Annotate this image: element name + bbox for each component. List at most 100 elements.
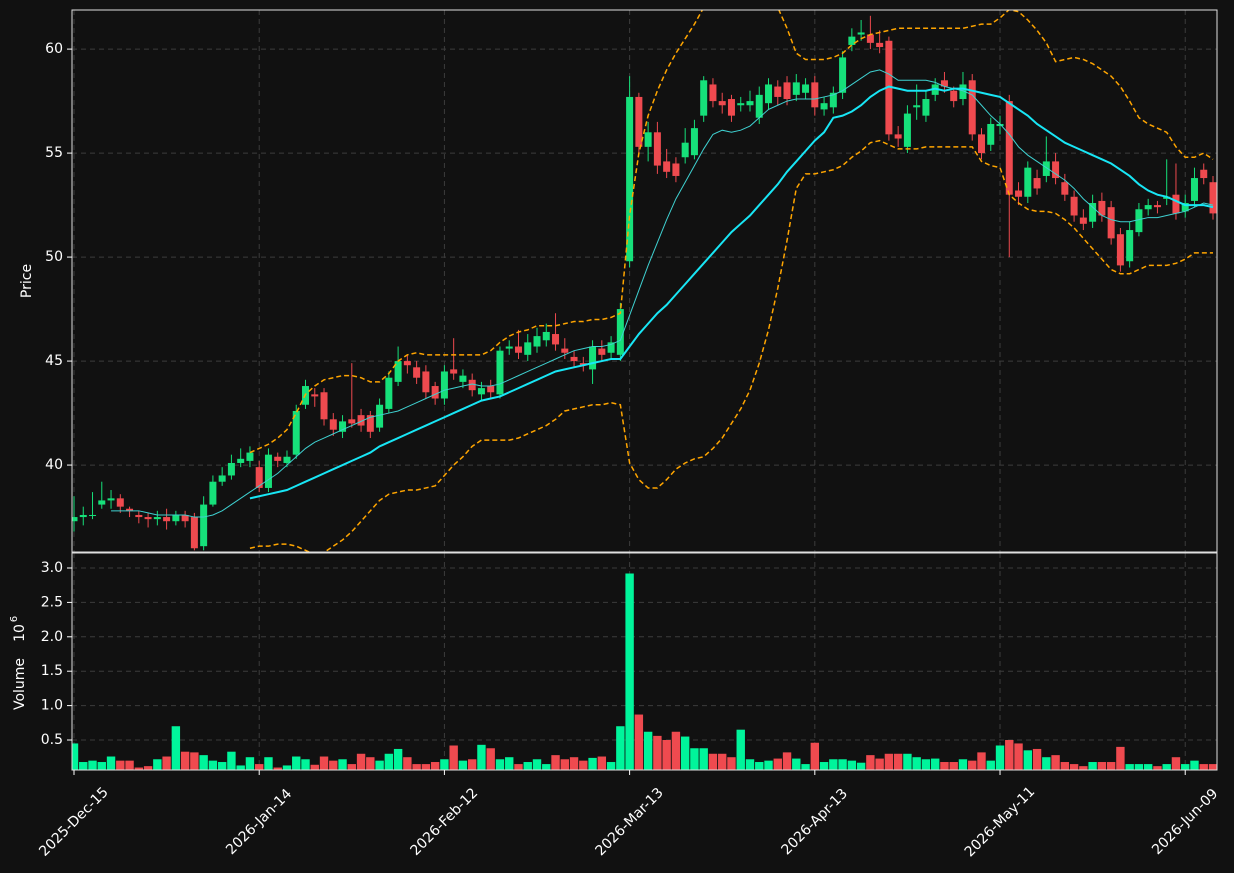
candle-body (635, 96, 643, 147)
candle-body (264, 454, 272, 488)
volume-bar (199, 755, 208, 770)
candle-body (561, 348, 569, 353)
price-frame (71, 9, 1218, 553)
candle-body (552, 334, 560, 345)
volume-panel (72, 573, 1217, 770)
volume-bar (829, 759, 838, 770)
candle-body (1079, 217, 1087, 224)
candle-body (357, 415, 365, 426)
candle-body (607, 342, 615, 353)
candle-body (190, 517, 198, 549)
candle-body (72, 517, 78, 522)
volume-bar (643, 731, 653, 770)
candle-body (690, 128, 698, 156)
candle-body (450, 369, 458, 374)
volume-bar (875, 758, 884, 770)
volume-bar (162, 756, 171, 770)
candle-body (700, 80, 708, 116)
volume-bar (949, 762, 958, 770)
volume-bar (319, 756, 329, 770)
candle-body (894, 134, 902, 139)
candle-body (1061, 182, 1069, 195)
volume-bar (866, 755, 875, 770)
candle-body (811, 82, 819, 108)
volume-bar (190, 752, 199, 770)
volume-bar (106, 756, 116, 770)
volume-bar (1079, 766, 1088, 770)
volume-bar (1069, 764, 1079, 770)
volume-bar (893, 753, 903, 770)
volume-bar (690, 748, 699, 770)
volume-bar (1171, 757, 1181, 770)
candle-body (950, 90, 958, 102)
volume-bar (773, 758, 782, 770)
volume-bar (1106, 762, 1116, 770)
candle-body (227, 462, 235, 476)
candle-body (116, 498, 124, 507)
candle-body (524, 342, 532, 355)
volume-bar (430, 762, 440, 770)
volume-bar (282, 765, 292, 770)
volume-bar (1005, 740, 1014, 770)
volume-bar (579, 760, 588, 770)
volume-bar (727, 757, 736, 770)
candle-body (274, 456, 282, 461)
candle-body (653, 132, 661, 166)
volume-bar (986, 760, 995, 770)
volume-bar (968, 760, 977, 770)
candle-body (348, 419, 356, 424)
volume-bar (1153, 766, 1162, 770)
volume-bar (227, 751, 236, 770)
volume-bar (440, 759, 449, 770)
candle-body (413, 367, 421, 378)
volume-bar (449, 745, 458, 770)
axes: Price Volume 10 6 40 45 50 55 60 0.5 1.0 1.5 2.0… (9, 41, 1221, 860)
volume-unit-base: 10 (12, 624, 28, 642)
candle-body (153, 517, 161, 520)
candle-body (866, 34, 874, 43)
volume-bar (764, 760, 773, 770)
volume-bar (569, 757, 579, 770)
candle-body (626, 96, 634, 262)
volume-bar (486, 748, 495, 770)
candle-body (987, 123, 995, 145)
candle-body (940, 80, 948, 87)
candle-body (1135, 209, 1143, 233)
volume-bar (171, 726, 181, 770)
candle-body (1005, 101, 1013, 195)
candle-body (1209, 182, 1217, 214)
indicator-line (249, 10, 1214, 454)
volume-bar (662, 740, 671, 770)
volume-bar (292, 756, 301, 770)
candle-body (765, 84, 773, 104)
x-tick-label: 2026-May-11 (962, 784, 1039, 861)
candle-body (163, 517, 171, 522)
price-panel (72, 10, 1217, 552)
candle-body (848, 36, 856, 45)
volume-bar (1088, 762, 1097, 770)
candle-body (589, 346, 597, 370)
y-tick-label: 50 (45, 249, 63, 265)
candle-body (459, 375, 467, 382)
candle-body (403, 361, 411, 366)
candle-body (829, 92, 837, 108)
candle-body (292, 410, 300, 455)
candle-body (802, 84, 810, 93)
volume-bar (977, 752, 986, 770)
x-tick-label: 2026-Jun-09 (1149, 786, 1221, 858)
y-tick-label: 1.0 (41, 698, 63, 714)
candle-body (339, 421, 347, 432)
volume-bar (588, 757, 597, 770)
candle-body (209, 481, 217, 505)
volume-bar (708, 753, 718, 770)
volume-bar (755, 762, 764, 770)
candle-body (1107, 207, 1115, 239)
candle-body (237, 458, 245, 463)
candle-body (181, 514, 189, 522)
candle-body (718, 101, 726, 106)
candle-body (746, 101, 754, 106)
volume-bar (671, 731, 681, 770)
candle-body (79, 514, 87, 518)
volume-bar (1042, 757, 1051, 770)
y-tick-label: 45 (45, 353, 63, 369)
